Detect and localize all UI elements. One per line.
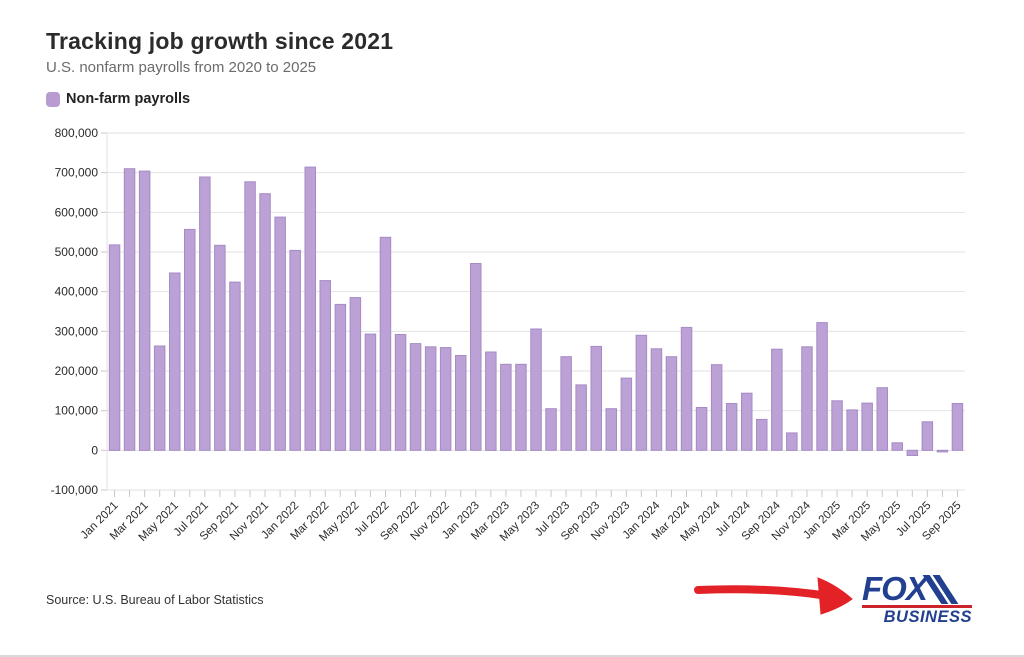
bar-Apr-2023 — [515, 363, 527, 451]
chart-subtitle: U.S. nonfarm payrolls from 2020 to 2025 — [46, 59, 317, 76]
bar-Sep-2025 — [951, 403, 964, 451]
bar-Jul-2025 — [921, 421, 934, 451]
bar-Jul-2022 — [379, 236, 392, 451]
bar-May-2023 — [530, 328, 542, 451]
bar-Dec-2022 — [455, 355, 467, 451]
bar-Apr-2022 — [334, 303, 347, 451]
bar-Sep-2024 — [771, 348, 783, 451]
bar-Jan-2021 — [108, 244, 121, 451]
bar-Sep-2022 — [409, 343, 422, 451]
y-axis-label: 300,000 — [55, 324, 99, 338]
payrolls-bar-chart: 800,000 700,000 600,000 500,000 400,000 300,0… — [51, 126, 965, 544]
bar-Feb-2024 — [665, 356, 678, 451]
bar-Mar-2021 — [138, 170, 151, 451]
bar-Jun-2023 — [545, 408, 557, 451]
bar-Jan-2025 — [831, 400, 843, 451]
bar-Feb-2021 — [123, 168, 136, 451]
fox-logo-business-word: BUSINESS — [883, 608, 972, 626]
bar-Jun-2021 — [184, 228, 196, 451]
bar-Dec-2021 — [274, 216, 286, 451]
y-axis-label: 800,000 — [55, 126, 99, 140]
legend-label: Non-farm payrolls — [66, 91, 191, 107]
bar-Feb-2023 — [485, 351, 497, 451]
bar-Nov-2022 — [439, 347, 452, 451]
bar-May-2025 — [891, 442, 903, 451]
bar-Oct-2024 — [786, 432, 798, 451]
bar-Dec-2023 — [635, 334, 648, 451]
y-axis-label: -100,000 — [51, 483, 99, 497]
bar-Mar-2023 — [500, 363, 512, 451]
bar-Mar-2024 — [680, 326, 693, 451]
bar-Jan-2023 — [470, 263, 482, 451]
bar-Aug-2021 — [214, 244, 226, 451]
bar-Mar-2025 — [861, 402, 873, 451]
bar-Apr-2021 — [153, 345, 166, 451]
bar-Dec-2024 — [816, 322, 828, 451]
bar-Jul-2024 — [741, 392, 753, 451]
bar-Apr-2025 — [876, 387, 888, 451]
branding: FOX BUSINESS — [690, 568, 990, 638]
bar-Jul-2023 — [560, 356, 572, 451]
bar-Feb-2025 — [846, 409, 858, 451]
bar-May-2024 — [710, 364, 723, 451]
bar-Jun-2025 — [906, 449, 919, 456]
bar-Mar-2022 — [319, 280, 331, 451]
y-axis-label: 500,000 — [55, 245, 99, 259]
y-axis-label: 100,000 — [55, 404, 99, 418]
source-note: Source: U.S. Bureau of Labor Statistics — [46, 593, 264, 607]
bar-Aug-2022 — [394, 334, 407, 451]
bar-Nov-2023 — [620, 377, 633, 451]
bar-Nov-2021 — [259, 193, 271, 451]
bar-May-2021 — [169, 272, 181, 451]
y-axis-label: 200,000 — [55, 364, 99, 378]
bar-Apr-2024 — [695, 407, 708, 451]
bar-Oct-2021 — [244, 181, 256, 451]
bar-Aug-2023 — [575, 384, 587, 451]
y-axis-label: 400,000 — [55, 285, 99, 299]
bar-Aug-2025 — [936, 449, 949, 453]
bar-Sep-2021 — [229, 281, 241, 451]
fox-logo-rule — [862, 605, 972, 608]
y-axis-label: 700,000 — [55, 166, 99, 180]
bar-Oct-2023 — [605, 408, 617, 451]
bar-Sep-2023 — [590, 345, 602, 451]
bar-Jul-2021 — [199, 176, 211, 451]
red-arrow-icon — [694, 577, 853, 615]
y-axis-label: 0 — [91, 443, 98, 457]
bar-Jan-2022 — [289, 249, 301, 451]
bar-Jun-2024 — [725, 403, 738, 451]
legend-swatch-icon — [46, 91, 60, 107]
chart-title: Tracking job growth since 2021 — [46, 28, 394, 54]
bar-Aug-2024 — [756, 418, 768, 451]
bar-Jan-2024 — [650, 348, 663, 451]
fox-searchlight-icon — [922, 574, 959, 604]
bar-Jun-2022 — [364, 333, 377, 451]
y-axis-label: 600,000 — [55, 205, 99, 219]
bar-Feb-2022 — [304, 166, 316, 451]
bar-May-2022 — [349, 297, 362, 451]
bar-Nov-2024 — [801, 346, 813, 451]
legend: Non-farm payrolls — [46, 91, 190, 107]
bar-Oct-2022 — [424, 346, 437, 451]
fox-business-logo: FOX BUSINESS — [862, 572, 972, 626]
fox-logo-word: FOX — [862, 569, 928, 608]
